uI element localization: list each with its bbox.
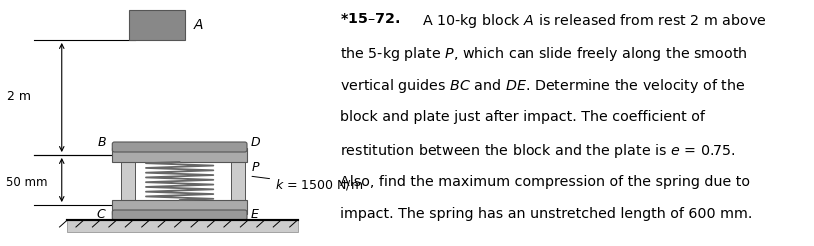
Bar <box>121 162 135 200</box>
Bar <box>112 148 247 162</box>
Text: block and plate just after impact. The coefficient of: block and plate just after impact. The c… <box>340 110 705 124</box>
Text: $k$ = 1500 N/m: $k$ = 1500 N/m <box>252 176 363 193</box>
Text: restitution between the block and the plate is $e$ = 0.75.: restitution between the block and the pl… <box>340 142 736 160</box>
Bar <box>129 10 186 40</box>
Text: $E$: $E$ <box>251 208 260 221</box>
Text: $C$: $C$ <box>96 208 107 221</box>
Text: impact. The spring has an unstretched length of 600 mm.: impact. The spring has an unstretched le… <box>340 207 753 221</box>
Text: Also, find the maximum compression of the spring due to: Also, find the maximum compression of th… <box>340 175 751 189</box>
Text: $D$: $D$ <box>251 136 261 149</box>
Text: $\bf{*15–72.}$: $\bf{*15–72.}$ <box>340 12 400 26</box>
Text: 50 mm: 50 mm <box>6 175 47 188</box>
Text: the 5-kg plate $P$, which can slide freely along the smooth: the 5-kg plate $P$, which can slide free… <box>340 45 748 63</box>
Text: $B$: $B$ <box>97 136 107 149</box>
Bar <box>231 162 245 200</box>
FancyBboxPatch shape <box>112 210 247 220</box>
Text: vertical guides $BC$ and $DE$. Determine the velocity of the: vertical guides $BC$ and $DE$. Determine… <box>340 77 746 95</box>
Text: $A$: $A$ <box>193 18 204 32</box>
Text: $P$: $P$ <box>252 161 261 174</box>
Bar <box>68 220 298 232</box>
Bar <box>112 200 247 214</box>
Text: A 10-kg block $A$ is released from rest 2 m above: A 10-kg block $A$ is released from rest … <box>413 12 767 30</box>
FancyBboxPatch shape <box>112 142 247 152</box>
Text: 2 m: 2 m <box>7 91 32 104</box>
